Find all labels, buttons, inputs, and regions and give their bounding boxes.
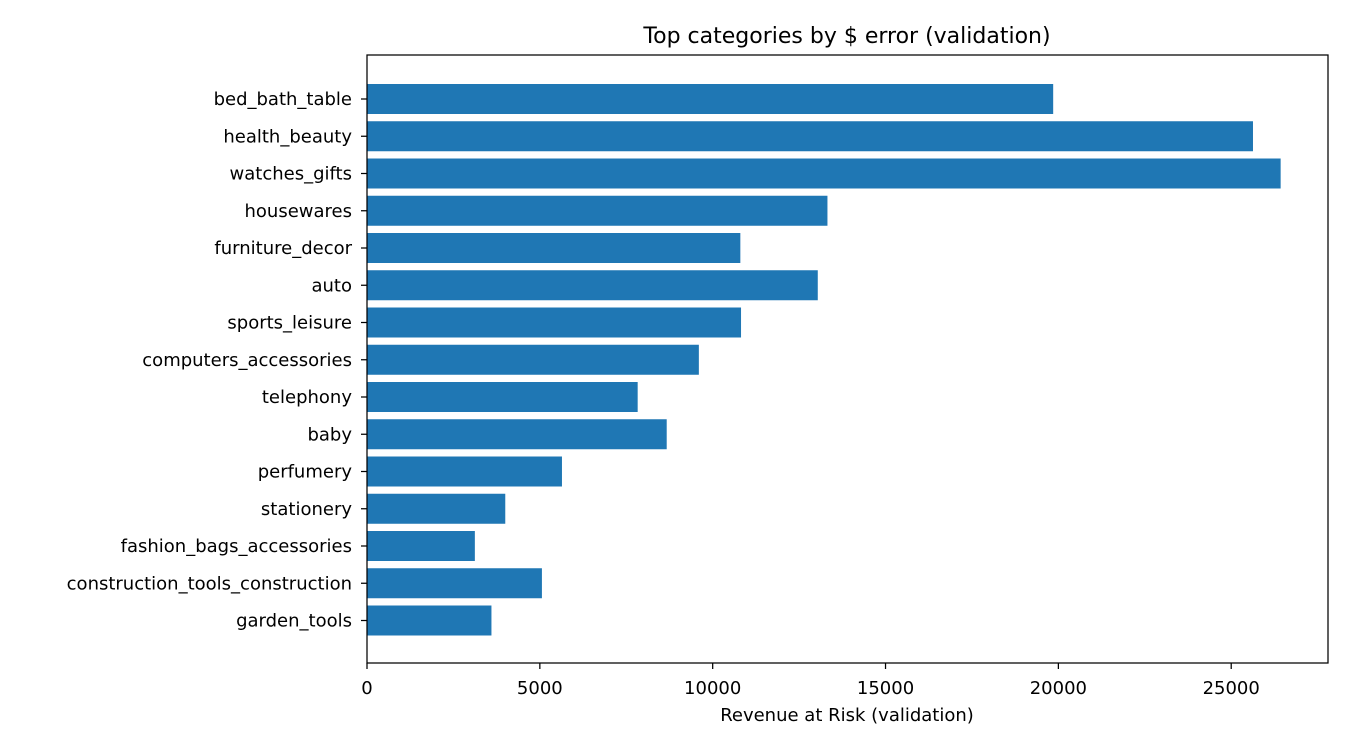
bars-layer: [367, 84, 1281, 636]
bar-telephony: [367, 382, 638, 412]
category-label: health_beauty: [223, 126, 352, 147]
bar-baby: [367, 419, 667, 450]
bar-health-beauty: [367, 121, 1253, 152]
x-tick-label: 25000: [1203, 678, 1260, 699]
bar-stationery: [367, 493, 506, 524]
bar-perfumery: [367, 456, 562, 487]
x-tick-label: 0: [361, 678, 372, 699]
x-axis-title: Revenue at Risk (validation): [720, 705, 974, 726]
category-label: telephony: [262, 387, 352, 408]
category-label: garden_tools: [236, 611, 352, 632]
x-tick-label: 20000: [1030, 678, 1087, 699]
bar-construction-tools-construction: [367, 568, 542, 599]
bar-garden-tools: [367, 605, 492, 636]
category-label: computers_accessories: [142, 350, 352, 371]
category-label: auto: [311, 275, 352, 296]
x-tick-label: 15000: [857, 678, 914, 699]
category-label: perfumery: [258, 462, 353, 483]
category-label: sports_leisure: [227, 313, 352, 334]
category-label: stationery: [261, 499, 352, 520]
x-tick-label: 10000: [684, 678, 741, 699]
bar-fashion-bags-accessories: [367, 531, 475, 561]
category-label: housewares: [245, 201, 353, 222]
bar-furniture-decor: [367, 233, 741, 263]
category-label: furniture_decor: [214, 238, 352, 259]
bar-housewares: [367, 195, 828, 226]
category-label: baby: [307, 424, 352, 445]
bar-watches-gifts: [367, 158, 1281, 189]
category-label: bed_bath_table: [214, 89, 352, 110]
category-label: construction_tools_construction: [67, 573, 352, 594]
category-labels: bed_bath_table health_beauty watches_gifts…: [67, 89, 367, 632]
bar-computers-accessories: [367, 344, 699, 375]
category-label: fashion_bags_accessories: [121, 536, 352, 557]
bar-auto: [367, 270, 818, 301]
category-label: watches_gifts: [230, 164, 352, 185]
chart-title: Top categories by $ error (validation): [642, 24, 1050, 49]
bar-bed-bath-table: [367, 84, 1054, 114]
plot-frame: [366, 54, 1329, 664]
x-axis-ticks: 0 5000 10000 15000 20000 25000: [361, 663, 1260, 699]
bar-sports-leisure: [367, 307, 742, 338]
x-tick-label: 5000: [517, 678, 563, 699]
